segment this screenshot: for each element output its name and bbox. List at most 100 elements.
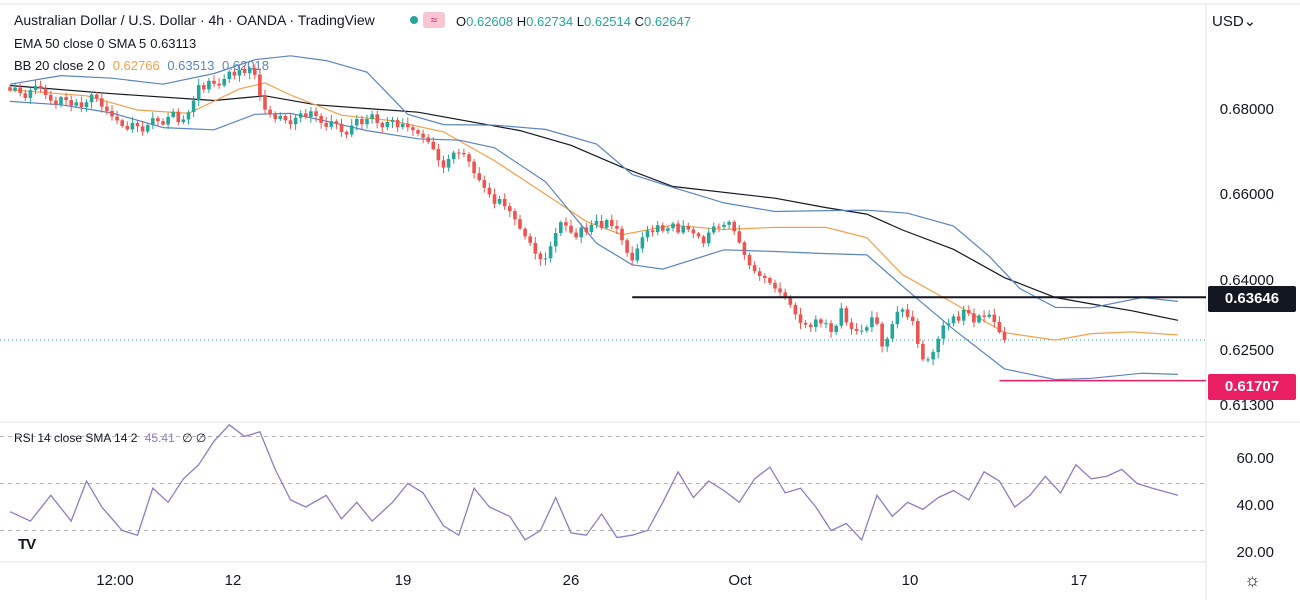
candle-body bbox=[936, 338, 940, 353]
time-tick-label: 17 bbox=[1070, 572, 1088, 589]
candle-body bbox=[548, 246, 553, 259]
candle-body bbox=[258, 74, 262, 96]
candle-body bbox=[247, 67, 252, 74]
candle-body bbox=[441, 160, 446, 168]
candle-body bbox=[712, 226, 716, 233]
candle-body bbox=[910, 316, 915, 322]
candle-body bbox=[360, 119, 364, 125]
bb-basis-line bbox=[9, 82, 1178, 341]
candle-body bbox=[859, 330, 864, 332]
candle-body bbox=[870, 317, 874, 328]
candle-body bbox=[722, 224, 726, 227]
candle-body bbox=[451, 152, 456, 160]
candle-body bbox=[171, 111, 175, 117]
candle-body bbox=[768, 278, 772, 283]
bb-legend[interactable]: BB 20 close 2 0 0.62766 0.63513 0.62018 bbox=[14, 58, 269, 73]
candle-body bbox=[309, 111, 313, 117]
candle-body bbox=[706, 232, 711, 244]
candle-body bbox=[880, 323, 884, 347]
gear-icon[interactable]: ☼ bbox=[1244, 570, 1261, 590]
candle-body bbox=[513, 211, 517, 220]
candle-body bbox=[191, 100, 196, 113]
candle-body bbox=[110, 110, 114, 117]
tradingview-logo-icon[interactable]: TV bbox=[18, 536, 36, 553]
candle-body bbox=[59, 97, 63, 105]
price-tick-label: 0.62500 bbox=[1219, 342, 1274, 359]
candle-body bbox=[370, 114, 374, 119]
candle-body bbox=[411, 127, 415, 131]
candle-body bbox=[834, 325, 838, 332]
candle-body bbox=[972, 313, 976, 323]
candle-body bbox=[334, 121, 339, 124]
candle-body bbox=[100, 98, 104, 107]
ema-label: EMA 50 close 0 SMA 5 bbox=[14, 36, 147, 51]
candle-body bbox=[242, 70, 247, 73]
candle-body bbox=[569, 225, 573, 233]
candle-body bbox=[778, 288, 782, 293]
candle-body bbox=[997, 322, 1002, 333]
candle-body bbox=[263, 95, 267, 110]
ema-value: 0.63113 bbox=[150, 36, 197, 51]
candle-body bbox=[43, 88, 48, 95]
candle-body bbox=[844, 308, 849, 323]
candle-body bbox=[304, 113, 308, 117]
symbol-title[interactable]: Australian Dollar / U.S. Dollar · 4h · O… bbox=[14, 12, 375, 28]
eye-icon[interactable]: ≈ bbox=[407, 12, 447, 28]
currency-selector[interactable]: USD⌄ bbox=[1212, 13, 1257, 30]
candle-body bbox=[416, 130, 420, 134]
candle-body bbox=[166, 116, 170, 125]
candle-body bbox=[349, 125, 354, 135]
candle-body bbox=[406, 123, 410, 128]
candle-body bbox=[829, 323, 833, 332]
candle-body bbox=[681, 226, 685, 233]
candle-body bbox=[421, 133, 425, 138]
candle-body bbox=[508, 206, 512, 211]
candle-body bbox=[314, 111, 318, 116]
candle-body bbox=[375, 114, 379, 123]
candle-body bbox=[69, 100, 73, 106]
candle-body bbox=[630, 252, 634, 261]
candle-body bbox=[941, 325, 946, 339]
candle-body bbox=[803, 322, 808, 325]
candle-body bbox=[472, 161, 476, 174]
candle-body bbox=[145, 125, 150, 132]
bb-upper-line bbox=[9, 55, 1178, 309]
candle-body bbox=[115, 116, 119, 121]
candle-body bbox=[849, 322, 854, 329]
low-price-marker[interactable]: 0.61707 bbox=[1208, 374, 1296, 400]
candle-body bbox=[176, 111, 181, 122]
candle-body bbox=[543, 258, 548, 260]
candle-body bbox=[615, 226, 619, 229]
candle-body bbox=[814, 319, 818, 328]
candle-body bbox=[625, 240, 629, 253]
price-tick-label: 0.66000 bbox=[1219, 186, 1274, 203]
candle-body bbox=[783, 292, 787, 298]
rsi-line bbox=[9, 423, 1179, 542]
candle-body bbox=[788, 297, 793, 305]
candle-body bbox=[324, 122, 328, 127]
candle-body bbox=[457, 152, 461, 154]
time-tick-label: 10 bbox=[901, 572, 919, 589]
ema-legend[interactable]: EMA 50 close 0 SMA 5 0.63113 bbox=[14, 36, 196, 51]
bb-upper-value: 0.63513 bbox=[167, 58, 215, 73]
candle-body bbox=[839, 308, 844, 326]
candle-body bbox=[431, 141, 436, 150]
candle-body bbox=[727, 221, 731, 225]
candle-body bbox=[13, 87, 17, 91]
candle-body bbox=[640, 237, 645, 249]
rsi-tick-label: 60.00 bbox=[1236, 450, 1274, 467]
candle-body bbox=[885, 338, 889, 347]
candle-body bbox=[594, 220, 599, 225]
candle-body bbox=[477, 173, 481, 181]
candle-body bbox=[890, 324, 895, 339]
rsi-legend[interactable]: RSI 14 close SMA 14 2 45.41 ∅ ∅ bbox=[14, 431, 206, 445]
time-tick-label: 12 bbox=[224, 572, 242, 589]
candle-body bbox=[574, 232, 578, 238]
candle-body bbox=[355, 119, 359, 126]
candle-body bbox=[436, 149, 441, 161]
candle-body bbox=[120, 120, 124, 126]
candle-body bbox=[74, 102, 79, 106]
resistance-price-marker[interactable]: 0.63646 bbox=[1208, 286, 1296, 312]
